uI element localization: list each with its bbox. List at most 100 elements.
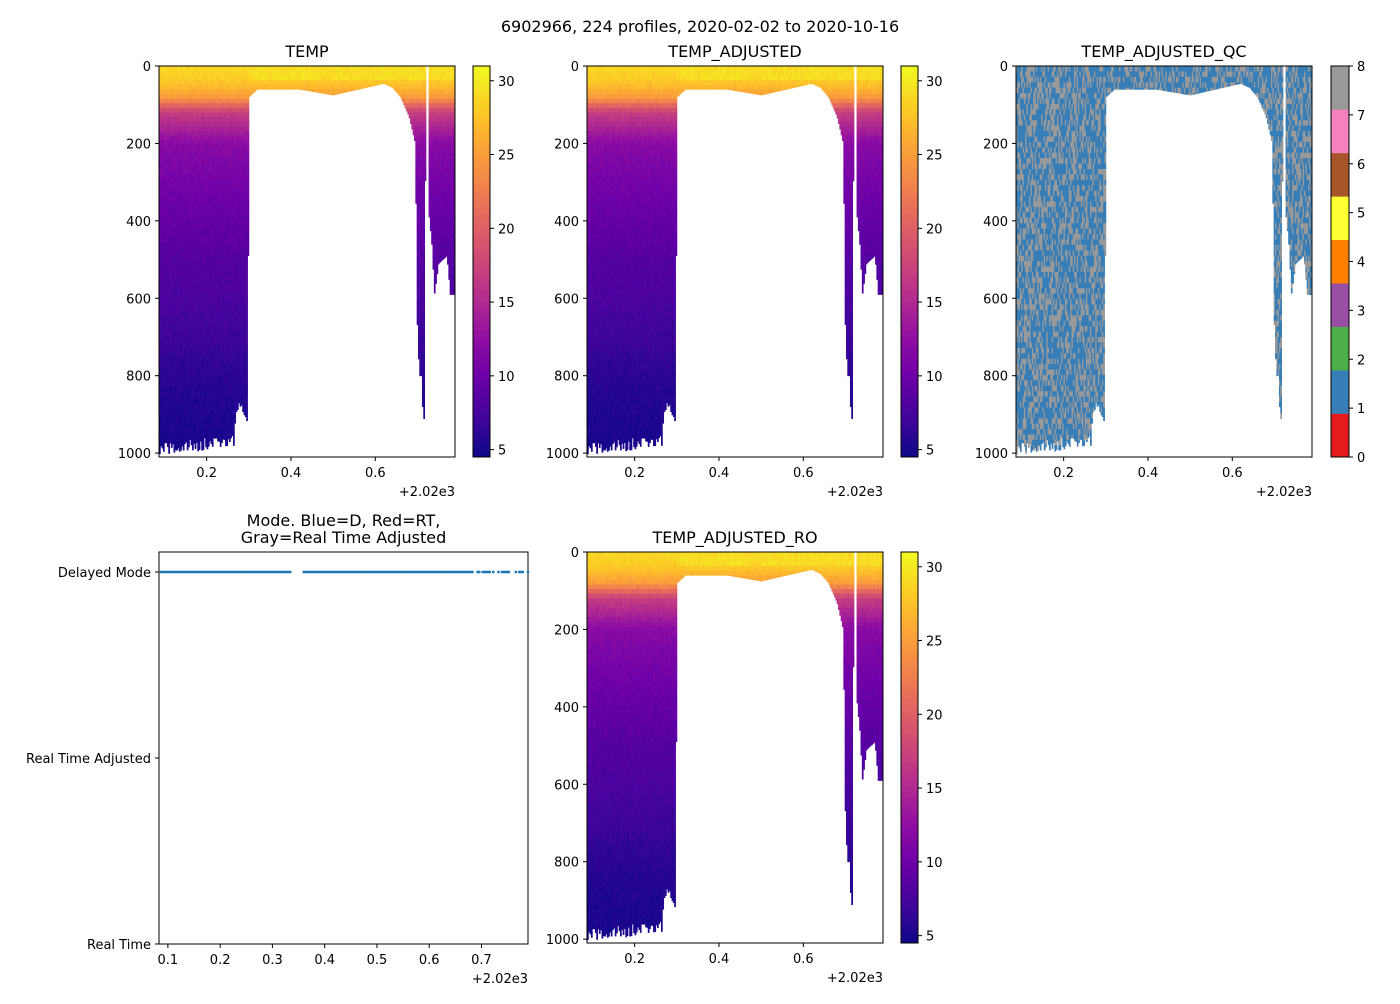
temp-cell	[178, 386, 181, 392]
temp-cell	[180, 140, 182, 146]
temp-cell	[166, 242, 169, 248]
temp-cell	[166, 84, 169, 90]
temp-cell	[194, 381, 197, 387]
temp-cell	[172, 312, 174, 318]
temp-cell	[201, 340, 204, 346]
temp-cell	[174, 107, 177, 113]
temp-cell	[193, 386, 196, 392]
temp-cell	[161, 242, 164, 248]
temp-cell	[166, 288, 169, 295]
temp-cell	[181, 261, 184, 267]
temp-cell	[178, 121, 181, 127]
temp-cell	[164, 149, 167, 155]
temp-cell	[206, 117, 209, 123]
temp-cell	[160, 214, 163, 220]
temp-cell	[180, 107, 182, 113]
temp-cell	[188, 172, 190, 178]
temp-cell	[207, 168, 210, 174]
temp-cell	[192, 326, 194, 332]
temp-cell	[196, 182, 198, 188]
temp-cell	[166, 395, 169, 401]
temp-cell	[172, 428, 174, 434]
temp-cell	[203, 363, 206, 369]
temp-cell	[206, 247, 209, 253]
temp-cell	[202, 442, 205, 448]
temp-cell	[196, 293, 198, 299]
temp-cell	[172, 372, 174, 378]
temp-cell	[203, 168, 206, 174]
temp-cell	[182, 79, 185, 85]
temp-cell	[190, 405, 193, 411]
temp-cell	[201, 437, 204, 443]
temp-cell	[188, 326, 190, 332]
temp-cell	[201, 414, 204, 420]
temp-cell	[185, 386, 188, 392]
temp-cell	[160, 316, 163, 322]
temp-cell	[168, 293, 170, 299]
temp-cell	[160, 247, 163, 253]
temp-cell	[180, 381, 182, 387]
temp-cell	[192, 126, 194, 132]
temp-cell	[209, 196, 211, 202]
temp-cell	[186, 433, 189, 439]
temp-cell	[207, 186, 210, 192]
temp-cell	[185, 163, 188, 169]
temp-cell	[174, 400, 177, 406]
temp-cell	[170, 196, 173, 202]
temp-cell	[161, 200, 164, 206]
temp-cell	[202, 70, 205, 76]
temp-cell	[201, 270, 204, 276]
temp-cell	[162, 442, 165, 448]
temp-cell	[206, 298, 209, 304]
temp-cell	[159, 340, 161, 346]
temp-cell	[161, 363, 164, 369]
temp-cell	[168, 205, 170, 211]
temp-cell	[188, 121, 190, 127]
temp-cell	[207, 395, 210, 401]
temp-cell	[201, 66, 204, 72]
temp-cell	[162, 117, 165, 123]
temp-cell	[181, 270, 184, 276]
temp-cell	[172, 191, 174, 197]
temp-cell	[188, 98, 190, 104]
temp-cell	[173, 242, 176, 248]
temp-cell	[169, 321, 172, 327]
temp-cell	[180, 428, 182, 434]
temp-cell	[207, 89, 210, 95]
temp-cell	[178, 66, 181, 72]
temp-cell	[165, 354, 168, 360]
temp-cell	[178, 242, 181, 248]
temp-cell	[159, 307, 161, 313]
temp-cell	[189, 237, 192, 243]
temp-cell	[197, 330, 200, 336]
temp-cell	[168, 405, 170, 411]
temp-cell	[189, 377, 192, 383]
temp-cell	[190, 316, 193, 322]
temp-cell	[159, 66, 161, 72]
temp-cell	[199, 228, 202, 234]
temp-cell	[203, 177, 206, 183]
temp-cell	[185, 144, 188, 151]
temp-cell	[201, 395, 204, 401]
temp-cell	[165, 433, 168, 439]
temp-cell	[190, 358, 193, 364]
temp-cell	[201, 293, 204, 299]
temp-cell	[184, 200, 186, 206]
temp-cell	[184, 335, 186, 341]
temp-cell	[159, 163, 161, 169]
temp-cell	[172, 200, 174, 206]
temp-cell	[168, 121, 170, 127]
temp-cell	[193, 428, 196, 434]
temp-cell	[186, 326, 189, 332]
temp-cell	[188, 135, 190, 141]
temp-cell	[170, 335, 173, 341]
temp-cell	[181, 112, 184, 118]
temp-cell	[186, 135, 189, 141]
temp-cell	[189, 275, 192, 281]
temp-cell	[203, 210, 206, 216]
temp-cell	[170, 446, 173, 448]
temp-cell	[164, 358, 167, 364]
temp-cell	[168, 186, 170, 192]
temp-cell	[188, 433, 190, 439]
temp-cell	[186, 423, 189, 429]
